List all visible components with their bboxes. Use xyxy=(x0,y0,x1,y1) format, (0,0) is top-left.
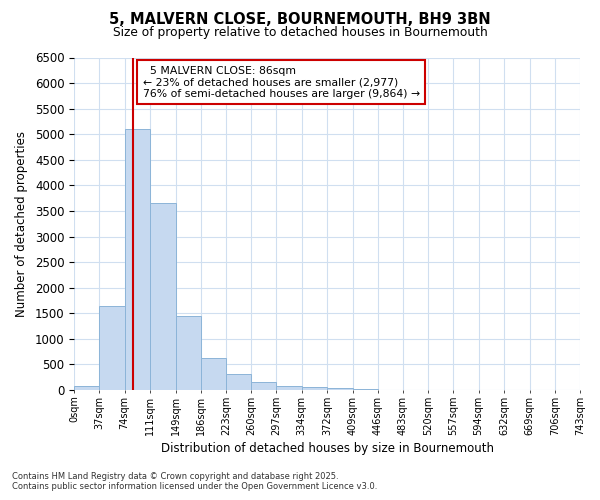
Bar xyxy=(201,358,226,390)
Bar xyxy=(328,388,353,390)
Bar xyxy=(150,204,176,390)
Text: 5 MALVERN CLOSE: 86sqm
← 23% of detached houses are smaller (2,977)
76% of semi-: 5 MALVERN CLOSE: 86sqm ← 23% of detached… xyxy=(143,66,419,99)
Bar xyxy=(277,386,302,390)
Y-axis label: Number of detached properties: Number of detached properties xyxy=(15,130,28,317)
Bar xyxy=(302,387,328,390)
Bar xyxy=(125,129,150,390)
Bar xyxy=(251,382,277,390)
X-axis label: Distribution of detached houses by size in Bournemouth: Distribution of detached houses by size … xyxy=(161,442,494,455)
Bar xyxy=(100,306,125,390)
Bar xyxy=(176,316,201,390)
Text: 5, MALVERN CLOSE, BOURNEMOUTH, BH9 3BN: 5, MALVERN CLOSE, BOURNEMOUTH, BH9 3BN xyxy=(109,12,491,28)
Bar xyxy=(353,389,378,390)
Text: Size of property relative to detached houses in Bournemouth: Size of property relative to detached ho… xyxy=(113,26,487,39)
Text: Contains HM Land Registry data © Crown copyright and database right 2025.
Contai: Contains HM Land Registry data © Crown c… xyxy=(12,472,377,491)
Bar xyxy=(74,386,100,390)
Bar xyxy=(226,374,251,390)
